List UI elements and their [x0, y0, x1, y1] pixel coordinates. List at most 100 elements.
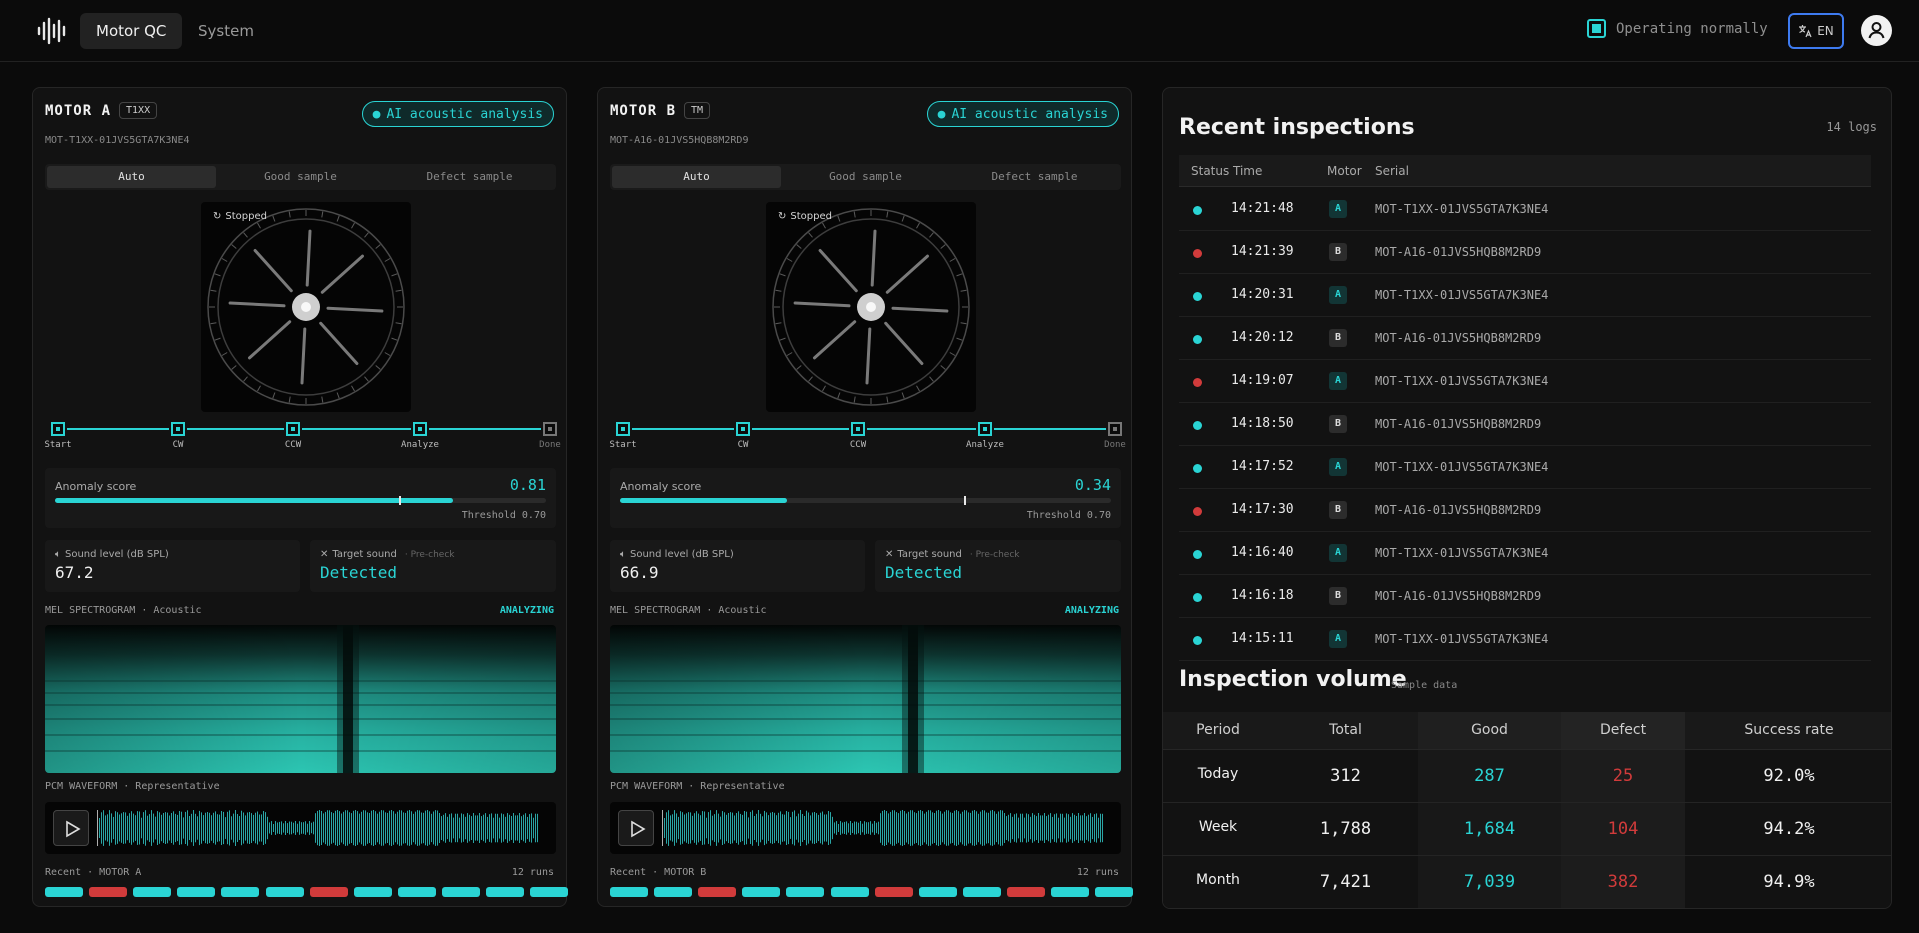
volume-cell-good: 1,684 — [1463, 819, 1516, 839]
user-avatar[interactable] — [1861, 15, 1892, 46]
volume-header: Period — [1196, 722, 1240, 738]
volume-col-bg — [1561, 712, 1685, 908]
motor-badge: B — [1329, 329, 1347, 347]
play-button[interactable] — [618, 810, 654, 846]
run-chip-defect[interactable] — [1006, 887, 1045, 897]
col-motor: Motor — [1327, 164, 1362, 178]
ai-analysis-badge: ● AI acoustic analysis — [926, 101, 1119, 127]
step-label: CW — [737, 440, 749, 450]
log-time: 14:17:52 — [1231, 459, 1294, 474]
run-chip-good[interactable] — [133, 887, 172, 897]
run-chip-good[interactable] — [742, 887, 781, 897]
recent-runs-label: Recent · MOTOR A — [45, 867, 142, 878]
log-serial: MOT-T1XX-01JVS5GTA7K3NE4 — [1375, 460, 1549, 474]
anomaly-bar-fill — [55, 498, 453, 503]
log-serial: MOT-T1XX-01JVS5GTA7K3NE4 — [1375, 632, 1549, 646]
language-button[interactable]: EN — [1788, 13, 1844, 49]
rotor-state-label: Stopped — [790, 211, 832, 222]
motor-serial: MOT-A16-01JVS5HQB8M2RD9 — [610, 135, 749, 146]
volume-col-bg — [1685, 712, 1891, 908]
step-marker — [171, 422, 185, 436]
log-row[interactable]: 14:17:52 A MOT-T1XX-01JVS5GTA7K3NE4 — [1179, 446, 1871, 489]
tab-system[interactable]: System — [198, 22, 254, 40]
waveform-logo-icon[interactable] — [36, 17, 68, 45]
motor-badge: A — [1329, 286, 1347, 304]
step-label: Done — [539, 440, 561, 450]
run-chip-good[interactable] — [654, 887, 693, 897]
log-row[interactable]: 14:21:39 B MOT-A16-01JVS5HQB8M2RD9 — [1179, 231, 1871, 274]
run-chip-good[interactable] — [918, 887, 957, 897]
target-sound-header: ✕ Target sound · Pre-check — [885, 549, 1020, 560]
step-label: Done — [1104, 440, 1126, 450]
mode-tab[interactable]: Auto — [47, 166, 216, 188]
target-sound-card: ✕ Target sound · Pre-check Detected — [310, 540, 556, 592]
log-row[interactable]: 14:20:31 A MOT-T1XX-01JVS5GTA7K3NE4 — [1179, 274, 1871, 317]
volume-cell-rate: 94.9% — [1763, 872, 1815, 892]
run-chip-good[interactable] — [962, 887, 1001, 897]
run-chip-good[interactable] — [1050, 887, 1089, 897]
volume-cell-rate: 94.2% — [1763, 819, 1815, 839]
progress-stepper: Start CW CCW Analyze Done — [609, 421, 1126, 451]
target-sound-card: ✕ Target sound · Pre-check Detected — [875, 540, 1121, 592]
run-chip-good[interactable] — [610, 887, 648, 897]
tab-motor-qc[interactable]: Motor QC — [80, 13, 183, 49]
run-chip-defect[interactable] — [89, 887, 128, 897]
log-row[interactable]: 14:16:40 A MOT-T1XX-01JVS5GTA7K3NE4 — [1179, 532, 1871, 575]
system-status: Operating normally — [1587, 19, 1768, 38]
log-serial: MOT-A16-01JVS5HQB8M2RD9 — [1375, 503, 1542, 517]
sound-level-label: Sound level (dB SPL) — [65, 549, 169, 560]
log-row[interactable]: 14:21:48 A MOT-T1XX-01JVS5GTA7K3NE4 — [1179, 188, 1871, 231]
run-chip-good[interactable] — [485, 887, 524, 897]
run-chip-defect[interactable] — [698, 887, 737, 897]
sound-level-value: 66.9 — [620, 563, 659, 582]
log-time: 14:20:12 — [1231, 330, 1294, 345]
run-chip-good[interactable] — [177, 887, 216, 897]
volume-cell-period: Week — [1198, 819, 1238, 835]
run-chip-good[interactable] — [830, 887, 869, 897]
sound-level-value: 67.2 — [55, 563, 94, 582]
log-row[interactable]: 14:15:11 A MOT-T1XX-01JVS5GTA7K3NE4 — [1179, 618, 1871, 661]
mode-tab[interactable]: Auto — [612, 166, 781, 188]
run-chip-good[interactable] — [441, 887, 480, 897]
sound-level-header: 🔈︎ Sound level (dB SPL) — [620, 549, 734, 560]
target-sound-value: Detected — [320, 563, 398, 582]
log-row[interactable]: 14:18:50 B MOT-A16-01JVS5HQB8M2RD9 — [1179, 403, 1871, 446]
language-label: EN — [1817, 24, 1834, 38]
waveform-graphic — [662, 810, 1103, 846]
mode-tab[interactable]: Defect sample — [426, 170, 513, 183]
sound-level-label: Sound level (dB SPL) — [630, 549, 734, 560]
volume-col-bg — [1163, 712, 1273, 908]
step-marker — [413, 422, 427, 436]
log-row[interactable]: 14:17:30 B MOT-A16-01JVS5HQB8M2RD9 — [1179, 489, 1871, 532]
log-row[interactable]: 14:20:12 B MOT-A16-01JVS5HQB8M2RD9 — [1179, 317, 1871, 360]
log-serial: MOT-T1XX-01JVS5GTA7K3NE4 — [1375, 546, 1549, 560]
log-serial: MOT-A16-01JVS5HQB8M2RD9 — [1375, 245, 1542, 259]
runs-count: 12 runs — [511, 867, 554, 878]
run-chip-defect[interactable] — [309, 887, 348, 897]
log-row[interactable]: 14:19:07 A MOT-T1XX-01JVS5GTA7K3NE4 — [1179, 360, 1871, 403]
run-chip-good[interactable] — [45, 887, 83, 897]
run-chip-good[interactable] — [786, 887, 825, 897]
mode-selector: Auto Good sample Defect sample — [610, 164, 1121, 190]
motor-badge: A — [1329, 544, 1347, 562]
step-marker — [736, 422, 750, 436]
pcm-waveform — [45, 802, 556, 854]
mode-tab[interactable]: Good sample — [264, 170, 337, 183]
run-chip-good[interactable] — [353, 887, 392, 897]
rotor-state: ↻ Stopped — [778, 211, 832, 222]
motor-tag: T1XX — [119, 102, 158, 119]
run-chip-good[interactable] — [221, 887, 260, 897]
run-chip-good[interactable] — [530, 887, 568, 897]
step-connector — [67, 428, 169, 430]
play-icon — [66, 820, 81, 838]
mode-tab[interactable]: Good sample — [829, 170, 902, 183]
mode-tab[interactable]: Defect sample — [991, 170, 1078, 183]
run-chip-good[interactable] — [265, 887, 304, 897]
run-chip-good[interactable] — [1095, 887, 1133, 897]
play-button[interactable] — [53, 810, 89, 846]
run-chip-good[interactable] — [397, 887, 436, 897]
waveform-label: PCM WAVEFORM · Representative — [610, 781, 785, 792]
log-row[interactable]: 14:16:18 B MOT-A16-01JVS5HQB8M2RD9 — [1179, 575, 1871, 618]
log-time: 14:16:18 — [1231, 588, 1294, 603]
run-chip-defect[interactable] — [874, 887, 913, 897]
